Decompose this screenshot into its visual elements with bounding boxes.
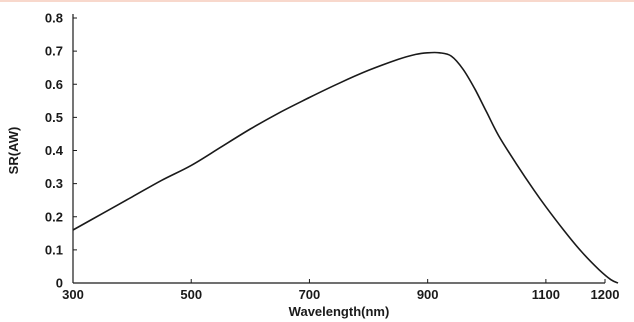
y-tick-label: 0.1 — [45, 242, 63, 257]
y-tick-label: 0.5 — [45, 110, 63, 125]
x-tick-label: 1200 — [591, 287, 620, 302]
axes — [72, 14, 605, 284]
x-ticks: 300 500 700 900 1100 1200 — [62, 279, 619, 302]
y-tick-label: 0.7 — [45, 44, 63, 59]
y-tick-label: 0.4 — [45, 143, 64, 158]
y-axis-title: SR(AW) — [6, 127, 21, 175]
x-axis-title: Wavelength(nm) — [289, 304, 390, 319]
y-tick-label: 0.2 — [45, 209, 63, 224]
x-tick-label: 700 — [299, 287, 321, 302]
x-tick-label: 1100 — [532, 287, 560, 302]
y-tick-label: 0.8 — [45, 11, 63, 26]
y-tick-label: 0 — [56, 276, 63, 291]
y-tick-label: 0.3 — [45, 176, 63, 191]
x-tick-label: 300 — [62, 287, 84, 302]
x-tick-label: 500 — [180, 287, 202, 302]
y-tick-label: 0.6 — [45, 77, 63, 92]
x-tick-label: 900 — [417, 287, 439, 302]
top-border — [0, 0, 634, 2]
series-line — [72, 51, 619, 284]
y-ticks: 0 0.1 0.2 0.3 0.4 0.5 0.6 0.7 0.8 — [45, 11, 77, 291]
